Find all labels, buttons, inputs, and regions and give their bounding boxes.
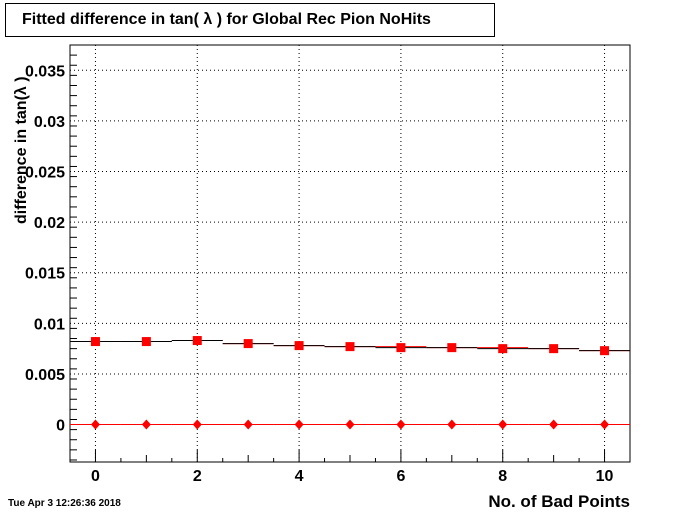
y-tick-label: 0.025 xyxy=(25,165,65,182)
chart-title: Fitted difference in tan( λ ) for Global… xyxy=(5,3,495,37)
y-tick-label: 0 xyxy=(56,418,65,435)
data-point-diamond xyxy=(90,419,100,430)
y-tick-label: 0.005 xyxy=(25,367,65,384)
data-point-diamond xyxy=(141,419,151,430)
x-tick-label: 6 xyxy=(396,468,405,485)
y-axis-label: difference in tan(λ ) xyxy=(13,76,30,224)
x-axis-label: No. of Bad Points xyxy=(488,492,630,511)
data-point-square xyxy=(294,341,304,351)
data-point-diamond xyxy=(243,419,253,430)
data-point-square xyxy=(447,343,457,353)
y-tick-label: 0.015 xyxy=(25,266,65,283)
data-point-square xyxy=(345,342,355,352)
x-tick-label: 10 xyxy=(596,468,614,485)
data-point-diamond xyxy=(498,419,508,430)
data-point-square xyxy=(141,337,151,347)
data-point-square xyxy=(498,344,508,354)
data-point-square xyxy=(243,339,253,349)
x-tick-label: 2 xyxy=(193,468,202,485)
y-tick-label: 0.02 xyxy=(34,215,65,232)
data-point-diamond xyxy=(600,419,610,430)
x-tick-label: 4 xyxy=(295,468,304,485)
data-point-diamond xyxy=(549,419,559,430)
data-point-square xyxy=(192,336,202,346)
data-point-diamond xyxy=(447,419,457,430)
x-tick-label: 0 xyxy=(91,468,100,485)
data-point-diamond xyxy=(192,419,202,430)
data-point-square xyxy=(600,346,610,356)
timestamp: Tue Apr 3 12:26:36 2018 xyxy=(8,498,121,509)
plot-area xyxy=(70,45,630,462)
data-point-square xyxy=(396,343,406,353)
y-tick-label: 0.01 xyxy=(34,316,65,333)
y-tick-label: 0.035 xyxy=(25,63,65,80)
data-point-square xyxy=(549,344,559,354)
data-point-square xyxy=(90,337,100,347)
data-point-diamond xyxy=(345,419,355,430)
data-point-diamond xyxy=(396,419,406,430)
y-tick-label: 0.03 xyxy=(34,114,65,131)
x-tick-label: 8 xyxy=(498,468,507,485)
data-point-diamond xyxy=(294,419,304,430)
